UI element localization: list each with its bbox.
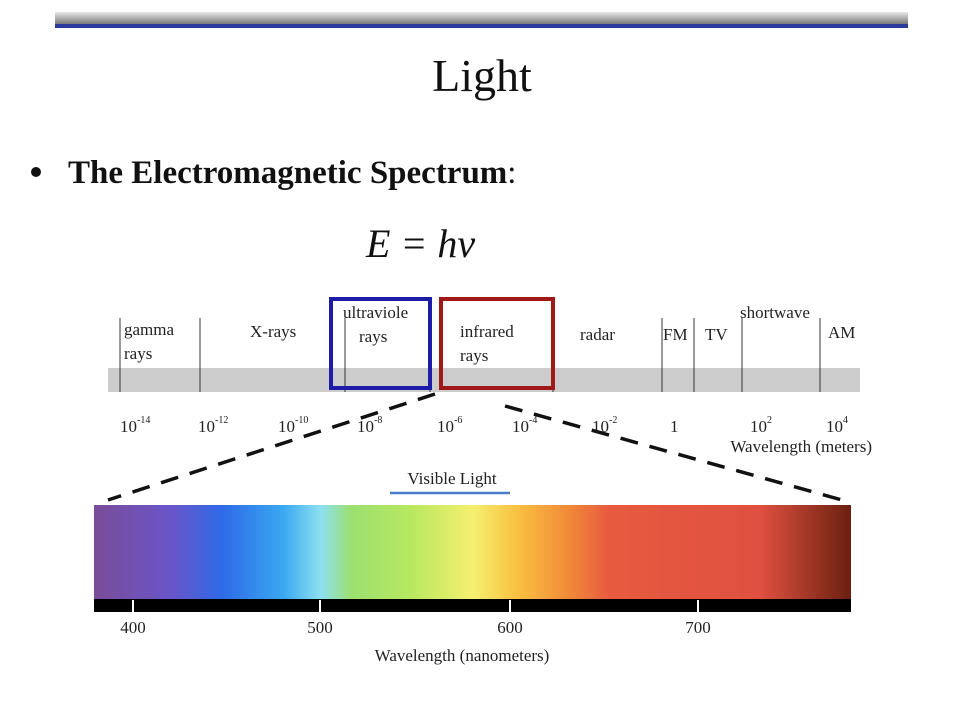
wavelength-tick: 10-10 [278, 415, 308, 436]
visible-spectrum [94, 505, 851, 599]
nm-axis: 400 500 600 700 Wavelength (nanometers) [120, 600, 711, 665]
band-label: X-rays [250, 322, 296, 341]
tick-exponent: -8 [374, 415, 382, 426]
equation: E = hν [365, 221, 475, 266]
visible-label: Visible Light [407, 469, 496, 488]
wavelength-tick: 10-14 [120, 415, 150, 436]
wavelength-axis-label: Wavelength (meters) [730, 437, 872, 456]
band-label: radar [580, 325, 615, 344]
band-label: TV [705, 325, 728, 344]
tick-exponent: -2 [609, 415, 617, 426]
tick-base: 10 [512, 417, 529, 436]
tick-base: 10 [826, 417, 843, 436]
wavelength-tick: 1 [670, 417, 679, 436]
nm-tick-label: 700 [685, 618, 711, 637]
em-spectrum: gamma rays X-rays ultraviole rays infrared ray… [119, 303, 872, 456]
band-label: rays [124, 344, 152, 363]
tick-base: 10 [198, 417, 215, 436]
tick-exponent: -10 [295, 415, 308, 426]
bullet-rest: : [507, 155, 516, 191]
band-label: rays [359, 327, 387, 346]
tick-base: 10 [357, 417, 374, 436]
tick-exponent: -14 [137, 415, 150, 426]
nm-tick-label: 600 [497, 618, 523, 637]
tick-exponent: -12 [215, 415, 228, 426]
tick-base: 1 [670, 417, 679, 436]
slide-title: Light [432, 50, 532, 101]
tick-exponent: -6 [454, 415, 462, 426]
top-bar [55, 12, 908, 26]
wavelength-tick: 10-4 [512, 415, 537, 436]
tick-exponent: 2 [767, 415, 772, 426]
tick-exponent: 4 [843, 415, 848, 426]
wavelength-tick: 102 [750, 415, 772, 436]
wavelength-tick: 10-8 [357, 415, 382, 436]
nm-tick-label: 400 [120, 618, 146, 637]
nm-axis-bar [94, 599, 851, 612]
ir-box [439, 297, 555, 390]
uv-box [329, 297, 432, 390]
band-label: infrared [460, 322, 514, 341]
zoom-line [107, 392, 436, 502]
wavelength-tick: 10-6 [437, 415, 462, 436]
band-label: FM [663, 325, 688, 344]
wavelength-tick: 10-12 [198, 415, 228, 436]
tick-base: 10 [437, 417, 454, 436]
tick-base: 10 [278, 417, 295, 436]
band-label: ultraviole [343, 303, 408, 322]
band-label: rays [460, 346, 488, 365]
band-label: gamma [124, 320, 174, 339]
tick-exponent: -4 [529, 415, 537, 426]
tick-base: 10 [750, 417, 767, 436]
bullet-dot [31, 167, 41, 177]
band-label: AM [828, 323, 855, 342]
band-label: shortwave [740, 303, 810, 322]
top-bar-line [55, 24, 908, 28]
tick-base: 10 [120, 417, 137, 436]
bullet-bold: The Electromagnetic Spectrum [68, 155, 507, 191]
bullet-text: The Electromagnetic Spectrum: [68, 155, 516, 191]
nm-axis-label: Wavelength (nanometers) [375, 646, 550, 665]
nm-tick-label: 500 [307, 618, 333, 637]
wavelength-tick: 104 [826, 415, 848, 436]
